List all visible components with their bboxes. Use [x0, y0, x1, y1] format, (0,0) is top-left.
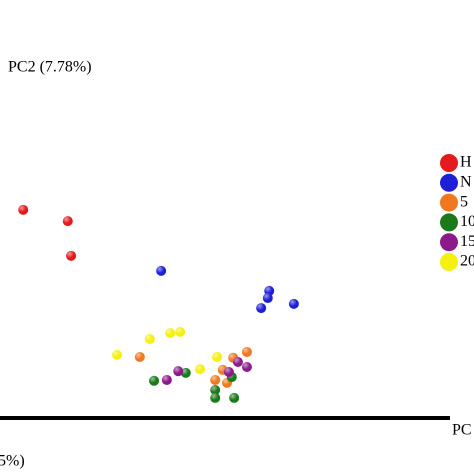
- legend-label: 15: [460, 233, 474, 250]
- legend-marker: [440, 173, 458, 192]
- legend-marker: [440, 253, 458, 271]
- legend-marker: [440, 213, 458, 232]
- point-shine: [156, 265, 167, 276]
- point-shine: [232, 356, 243, 367]
- point-shine: [210, 374, 221, 385]
- point-shine: [144, 333, 155, 344]
- point-shine: [195, 364, 206, 375]
- x-axis-label: PC: [452, 422, 472, 439]
- point-shine: [288, 298, 299, 309]
- point-shine: [223, 367, 234, 378]
- legend-label: 20: [460, 253, 474, 270]
- point-shine: [134, 351, 145, 362]
- y-axis-label: PC2 (7.78%): [8, 59, 92, 76]
- point-shine: [256, 303, 267, 314]
- point-shine: [66, 250, 77, 261]
- point-shine: [229, 392, 240, 403]
- legend-marker: [440, 154, 458, 172]
- point-shine: [241, 362, 252, 373]
- point-shine: [165, 328, 176, 339]
- point-shine: [161, 374, 172, 385]
- legend-label: 10: [460, 213, 474, 230]
- x-axis-label: 5%): [0, 453, 25, 470]
- legend-marker: [440, 233, 458, 252]
- legend-marker: [440, 193, 458, 212]
- point-shine: [212, 351, 223, 362]
- legend-label: H: [460, 154, 472, 171]
- point-shine: [175, 326, 186, 337]
- point-shine: [149, 375, 160, 386]
- point-shine: [241, 346, 252, 357]
- point-shine: [180, 367, 191, 378]
- point-shine: [173, 366, 184, 377]
- point-shine: [62, 216, 73, 227]
- legend-label: N: [460, 173, 472, 190]
- point-shine: [210, 392, 221, 403]
- point-shine: [210, 384, 221, 395]
- legend-label: 5: [460, 193, 468, 210]
- point-shine: [18, 204, 29, 215]
- point-shine: [262, 293, 273, 304]
- point-shine: [112, 349, 123, 360]
